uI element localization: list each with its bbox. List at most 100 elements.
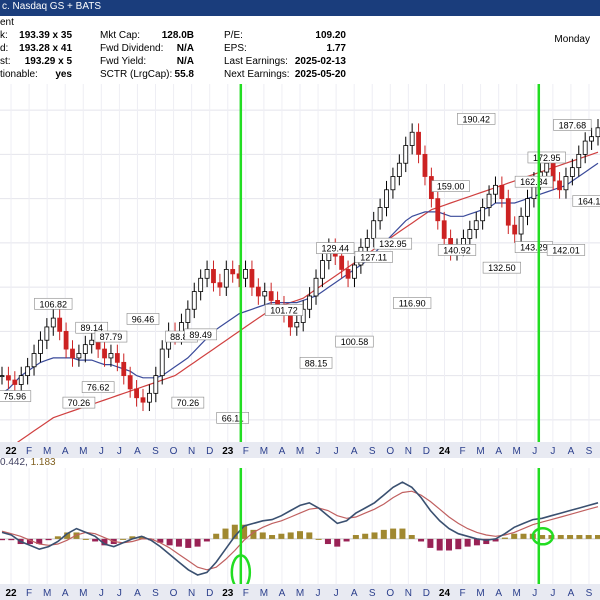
candle-body xyxy=(230,269,236,275)
x-tick-label: J xyxy=(550,588,555,599)
macd-histogram-bar xyxy=(64,532,71,539)
macd-histogram-bar xyxy=(408,535,415,539)
candle-body xyxy=(396,162,402,177)
macd-histogram-bar xyxy=(399,528,406,539)
price-annotation-box xyxy=(171,396,205,409)
quote-label: d: xyxy=(0,43,9,54)
candle-body xyxy=(89,339,95,346)
candle-body xyxy=(159,348,165,377)
candle-body xyxy=(390,176,396,191)
price-annotation: 75.96 xyxy=(4,392,27,402)
price-annotation-box xyxy=(527,151,566,164)
x-tick-label: D xyxy=(206,446,213,457)
candle-body xyxy=(114,353,120,363)
x-tick-label: N xyxy=(405,588,412,599)
macd-histogram-bar xyxy=(222,528,229,539)
x-tick-label: M xyxy=(296,446,304,457)
crossover-circle xyxy=(531,527,555,546)
candle-body xyxy=(563,176,569,191)
candle-body xyxy=(63,330,69,350)
candle-body xyxy=(0,375,5,378)
macd-histogram-bar xyxy=(297,531,303,539)
price-annotation: 132.50 xyxy=(488,263,516,273)
candle-body xyxy=(435,198,441,222)
macd-histogram-bar xyxy=(464,538,471,547)
macd-histogram-bar xyxy=(250,529,257,539)
quote-label: tionable: xyxy=(0,69,38,80)
chart-title: c. Nasdaq GS + BATS xyxy=(2,1,102,12)
x-tick-label: A xyxy=(279,446,286,457)
quote-value: 2025-05-20 xyxy=(294,69,346,80)
price-annotation-box xyxy=(62,396,96,409)
quote-value: N/A xyxy=(176,43,194,54)
macd-histogram-bar xyxy=(175,538,182,547)
candle-body xyxy=(76,353,82,359)
price-annotation-box xyxy=(0,390,32,402)
price-annotation: 162.34 xyxy=(520,177,548,187)
x-tick-label: J xyxy=(334,446,339,457)
price-annotation-box xyxy=(393,297,432,309)
candle-body xyxy=(70,348,75,359)
price-annotation-box xyxy=(457,113,496,125)
candle-body xyxy=(512,224,518,235)
price-annotation: 187.68 xyxy=(559,120,587,130)
macd-histogram-bar xyxy=(334,538,341,547)
macd-histogram-bar xyxy=(306,532,313,539)
x-tick-label: A xyxy=(279,588,286,599)
x-axis-strip xyxy=(0,442,600,458)
candle-body xyxy=(422,153,428,177)
macd-histogram-bar xyxy=(241,524,248,539)
macd-histogram-bar xyxy=(129,536,136,539)
x-tick-label: S xyxy=(586,446,593,457)
candle-body xyxy=(582,140,588,155)
quote-label: Fwd Dividend: xyxy=(100,43,164,54)
quote-label: Last Earnings: xyxy=(224,56,288,67)
x-tick-label: M xyxy=(43,446,51,457)
candle-body xyxy=(416,131,421,155)
price-annotation-box xyxy=(126,313,160,325)
x-tick-label: 22 xyxy=(5,446,17,457)
candle-body xyxy=(557,180,562,191)
price-annotation-box xyxy=(572,195,600,207)
candle-body xyxy=(191,291,197,310)
candle-body xyxy=(12,379,18,385)
quote-value: 1.77 xyxy=(326,43,346,54)
price-annotation: 101.72 xyxy=(270,306,298,316)
x-tick-label: 23 xyxy=(222,588,234,599)
macd-histogram-bar xyxy=(231,524,238,539)
x-tick-label: M xyxy=(513,446,521,457)
quote-value: 193.28 x 41 xyxy=(19,43,72,54)
ma-fast-line xyxy=(1,162,599,394)
price-annotation-box xyxy=(299,356,333,369)
price-annotation: 96.46 xyxy=(132,314,155,324)
candle-body xyxy=(185,308,191,323)
candle-body xyxy=(493,184,498,195)
price-annotation: 159.00 xyxy=(437,182,465,192)
macd-histogram-bar xyxy=(185,538,192,548)
macd-histogram-bar xyxy=(203,538,210,542)
macd-histogram-bar xyxy=(371,532,378,539)
x-tick-label: S xyxy=(152,588,159,599)
price-annotation-box xyxy=(335,335,374,348)
candle-body xyxy=(595,127,600,138)
candle-body xyxy=(82,344,88,354)
x-tick-label: J xyxy=(532,446,537,457)
price-annotation-box xyxy=(81,381,115,393)
macd-histogram-bar xyxy=(390,528,397,539)
x-tick-label: J xyxy=(117,588,122,599)
candle-body xyxy=(589,136,594,142)
macd-histogram-bar xyxy=(436,538,443,551)
price-annotation: 66.11 xyxy=(222,413,244,423)
price-annotation-box xyxy=(354,251,393,263)
price-annotation: 87.79 xyxy=(100,332,123,342)
macd-histogram-bar xyxy=(511,533,518,539)
x-tick-label: A xyxy=(62,446,69,457)
macd-histogram-bar xyxy=(483,538,490,545)
x-tick-label: D xyxy=(423,446,430,457)
quote-label: EPS: xyxy=(224,43,247,54)
candle-body xyxy=(505,198,511,226)
x-tick-label: M xyxy=(79,446,87,457)
candle-body xyxy=(204,269,210,279)
candle-body xyxy=(307,295,313,310)
